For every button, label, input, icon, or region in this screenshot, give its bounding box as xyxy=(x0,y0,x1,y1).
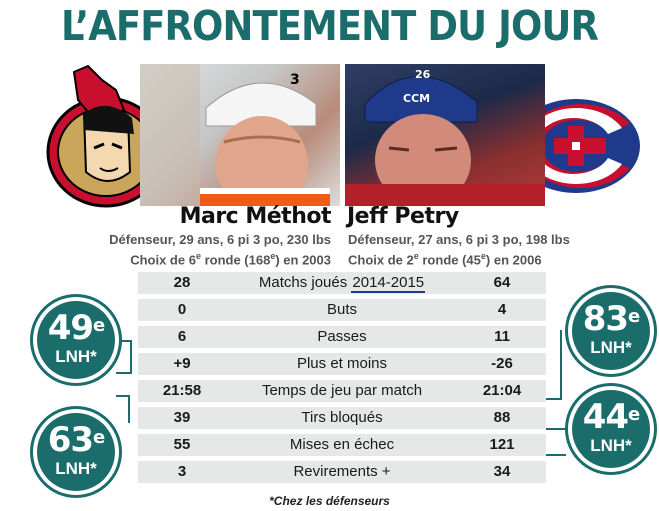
stat-label: Plus et moins xyxy=(296,355,388,372)
connector-right-top xyxy=(546,330,562,400)
left-player-info: Défenseur, 29 ans, 6 pi 3 po, 230 lbs Ch… xyxy=(109,232,331,268)
rank-badge-right-bottom: 44e LNH* xyxy=(568,386,654,472)
left-value: 6 xyxy=(177,328,187,345)
connector-left-bottom-v xyxy=(128,395,130,423)
connector-left-bottom xyxy=(116,395,130,425)
right-value: -26 xyxy=(491,355,513,372)
stat-row-assists: 6 Passes 11 xyxy=(138,326,546,348)
stat-label: Matchs joués 2014-2015 xyxy=(258,274,426,293)
jersey-number: 26 xyxy=(415,68,431,81)
stat-row-hits: 55 Mises en échec 121 xyxy=(138,434,546,456)
rank-badge-left-top: 49e LNH* xyxy=(33,297,119,383)
photo-divider xyxy=(341,64,344,206)
left-value: 55 xyxy=(173,436,191,453)
stat-label: Tirs bloqués xyxy=(301,409,383,426)
right-value: 21:04 xyxy=(482,382,522,399)
right-value: 11 xyxy=(494,328,510,345)
left-value: 21:58 xyxy=(162,382,202,399)
right-player-info-line2: Choix de 2e ronde (45e) en 2006 xyxy=(348,251,542,268)
left-player-name: Marc Méthot xyxy=(179,204,332,229)
helmet-brand: CCM xyxy=(403,92,430,105)
left-value: +9 xyxy=(173,355,191,372)
jeff-petry-photo: CCM 26 xyxy=(345,64,545,206)
stat-row-games: 28 Matchs joués 2014-2015 64 xyxy=(138,272,546,294)
stat-row-takeaways: 3 Revirements + 34 xyxy=(138,461,546,483)
right-player-info: Défenseur, 27 ans, 6 pi 3 po, 198 lbs Ch… xyxy=(348,232,570,268)
stat-label: Buts xyxy=(326,301,357,318)
jersey-number: 3 xyxy=(290,72,300,88)
right-player-name: Jeff Petry xyxy=(347,204,459,229)
left-value: 39 xyxy=(173,409,191,426)
marc-methot-photo: 3 xyxy=(140,64,340,206)
right-player-info-line1: Défenseur, 27 ans, 6 pi 3 po, 198 lbs xyxy=(348,232,570,247)
right-value: 4 xyxy=(497,301,507,318)
right-value: 88 xyxy=(493,409,511,426)
stats-table: 28 Matchs joués 2014-2015 64 0 Buts 4 6 … xyxy=(138,272,546,488)
left-value: 0 xyxy=(177,301,187,318)
rank-badge-right-top: 83e LNH* xyxy=(568,288,654,374)
right-value: 121 xyxy=(489,436,515,453)
stat-label: Temps de jeu par match xyxy=(261,382,423,399)
stat-row-plus-minus: +9 Plus et moins -26 xyxy=(138,353,546,375)
stat-label: Passes xyxy=(317,328,367,345)
stat-row-toi: 21:58 Temps de jeu par match 21:04 xyxy=(138,380,546,402)
connector-right-bottom xyxy=(546,428,566,456)
right-value: 34 xyxy=(493,463,511,480)
stat-row-blocked-shots: 39 Tirs bloqués 88 xyxy=(138,407,546,429)
season-year: 2014-2015 xyxy=(351,274,426,293)
left-value: 3 xyxy=(177,463,187,480)
footnote: *Chez les défenseurs xyxy=(269,494,390,508)
left-player-info-line2: Choix de 6e ronde (168e) en 2003 xyxy=(130,251,331,268)
page-title: L’AFFRONTEMENT DU JOUR xyxy=(60,2,599,50)
stat-row-goals: 0 Buts 4 xyxy=(138,299,546,321)
left-value: 28 xyxy=(173,274,191,291)
stat-label: Revirements + xyxy=(293,463,391,480)
left-player-info-line1: Défenseur, 29 ans, 6 pi 3 po, 230 lbs xyxy=(109,232,331,247)
right-value: 64 xyxy=(493,274,511,291)
connector-left-top xyxy=(116,340,132,374)
stat-label: Mises en échec xyxy=(289,436,395,453)
rank-badge-left-bottom: 63e LNH* xyxy=(33,409,119,495)
